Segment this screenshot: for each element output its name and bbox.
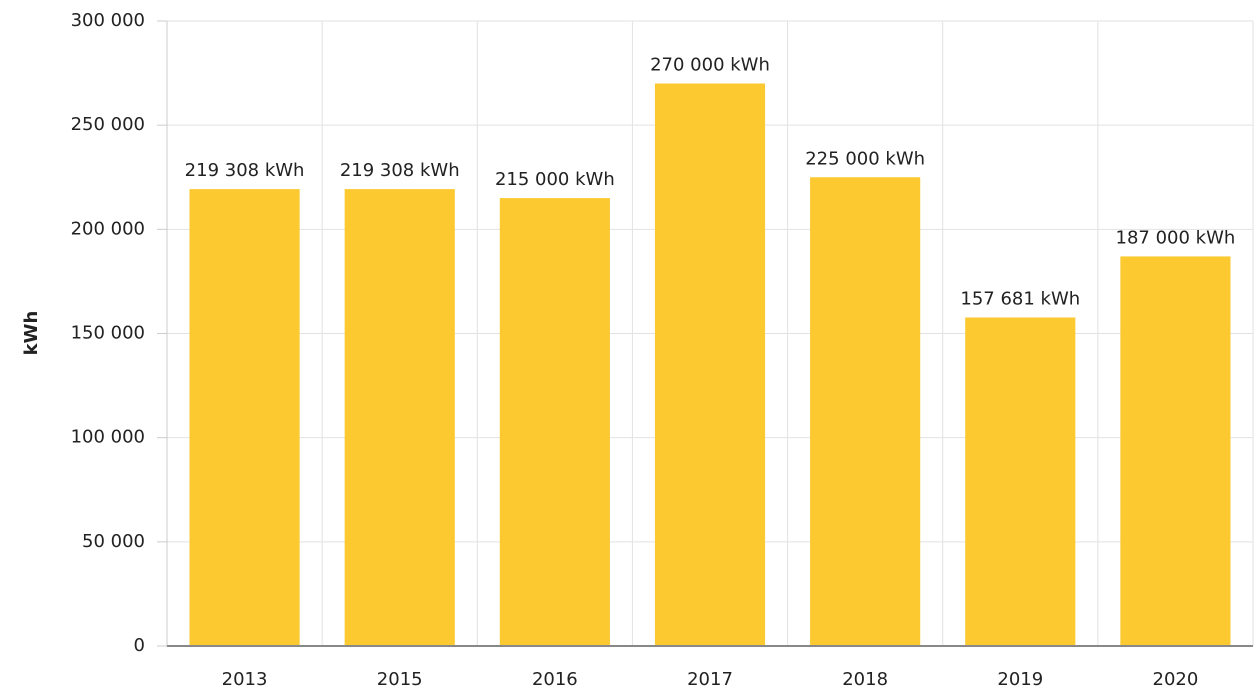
x-tick-label: 2017: [687, 669, 733, 690]
bar: [189, 189, 300, 646]
x-tick-label: 2018: [842, 669, 888, 690]
data-label: 187 000 kWh: [1116, 227, 1236, 248]
y-tick-label: 200 000: [71, 218, 145, 239]
x-tick-label: 2019: [997, 669, 1043, 690]
bar: [654, 83, 766, 646]
x-tick-label: 2013: [222, 669, 268, 690]
data-label: 215 000 kWh: [495, 169, 615, 190]
y-tick-label: 0: [134, 635, 145, 656]
bar: [965, 317, 1076, 646]
x-tick-label: 2015: [377, 669, 423, 690]
data-label: 270 000 kWh: [650, 55, 770, 76]
y-tick-label: 100 000: [71, 427, 145, 448]
bar: [1120, 256, 1231, 646]
y-tick-label: 300 000: [71, 10, 145, 31]
bar: [810, 177, 921, 646]
data-label: 225 000 kWh: [805, 148, 925, 169]
y-axis-label: kWh: [21, 311, 42, 356]
x-tick-label: 2020: [1153, 669, 1199, 690]
data-label: 157 681 kWh: [960, 288, 1080, 309]
data-label: 219 308 kWh: [185, 160, 305, 181]
bar: [499, 198, 610, 647]
y-tick-label: 250 000: [71, 114, 145, 135]
data-label: 219 308 kWh: [340, 160, 460, 181]
y-tick-label: 150 000: [71, 323, 145, 344]
y-tick-label: 50 000: [82, 531, 145, 552]
x-tick-label: 2016: [532, 669, 578, 690]
bar: [344, 189, 455, 646]
